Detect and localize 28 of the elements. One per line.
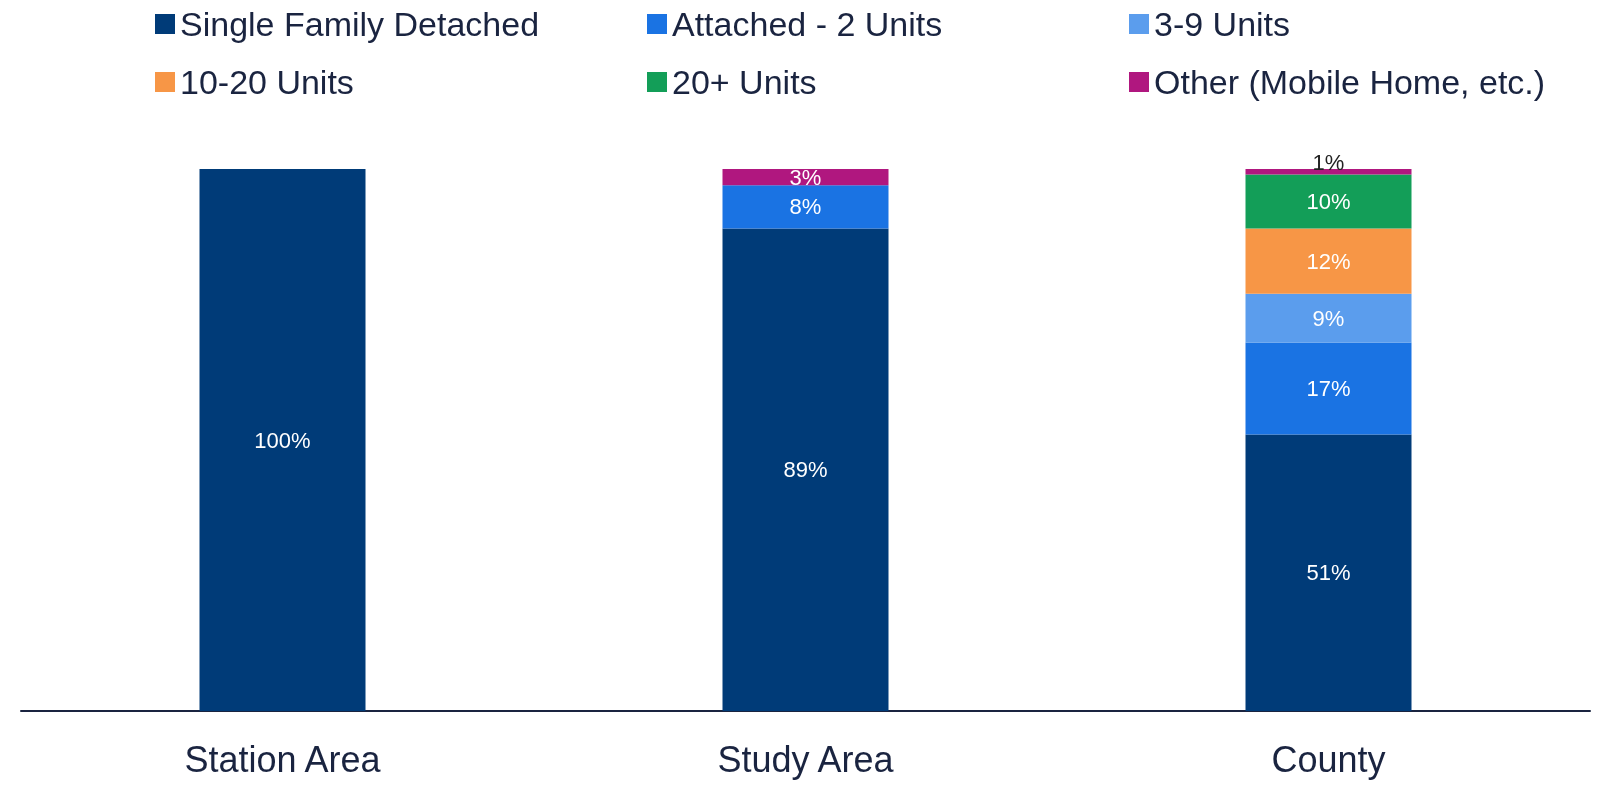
bar xyxy=(1245,228,1412,294)
bar xyxy=(722,228,889,711)
x-tick-label: Station Area xyxy=(184,738,382,780)
data-label: 3% xyxy=(789,164,822,190)
data-label: 9% xyxy=(1312,305,1345,331)
x-tick-label: County xyxy=(1271,738,1386,780)
bar xyxy=(1245,434,1412,711)
bar xyxy=(722,185,889,229)
bar xyxy=(199,169,366,711)
x-tick-label: Study Area xyxy=(717,738,895,780)
bar xyxy=(1245,342,1412,435)
data-label: 100% xyxy=(254,427,311,453)
legend-label: 20+ Units xyxy=(672,63,817,101)
legend-label: Single Family Detached xyxy=(180,5,540,43)
data-label: 10% xyxy=(1306,189,1351,215)
data-label: 89% xyxy=(783,457,828,483)
legend-label: Other (Mobile Home, etc.) xyxy=(1154,63,1546,101)
data-label: 51% xyxy=(1306,560,1351,586)
bar xyxy=(1245,169,1412,175)
legend-label: Attached - 2 Units xyxy=(672,5,943,43)
data-label: 17% xyxy=(1306,376,1351,402)
bar xyxy=(1245,293,1412,343)
legend-label: 3-9 Units xyxy=(1154,5,1291,43)
data-label: 1% xyxy=(1312,149,1345,175)
legend-label: 10-20 Units xyxy=(180,63,354,101)
bar xyxy=(1245,174,1412,229)
data-label: 12% xyxy=(1306,248,1351,274)
data-label: 8% xyxy=(789,194,822,220)
